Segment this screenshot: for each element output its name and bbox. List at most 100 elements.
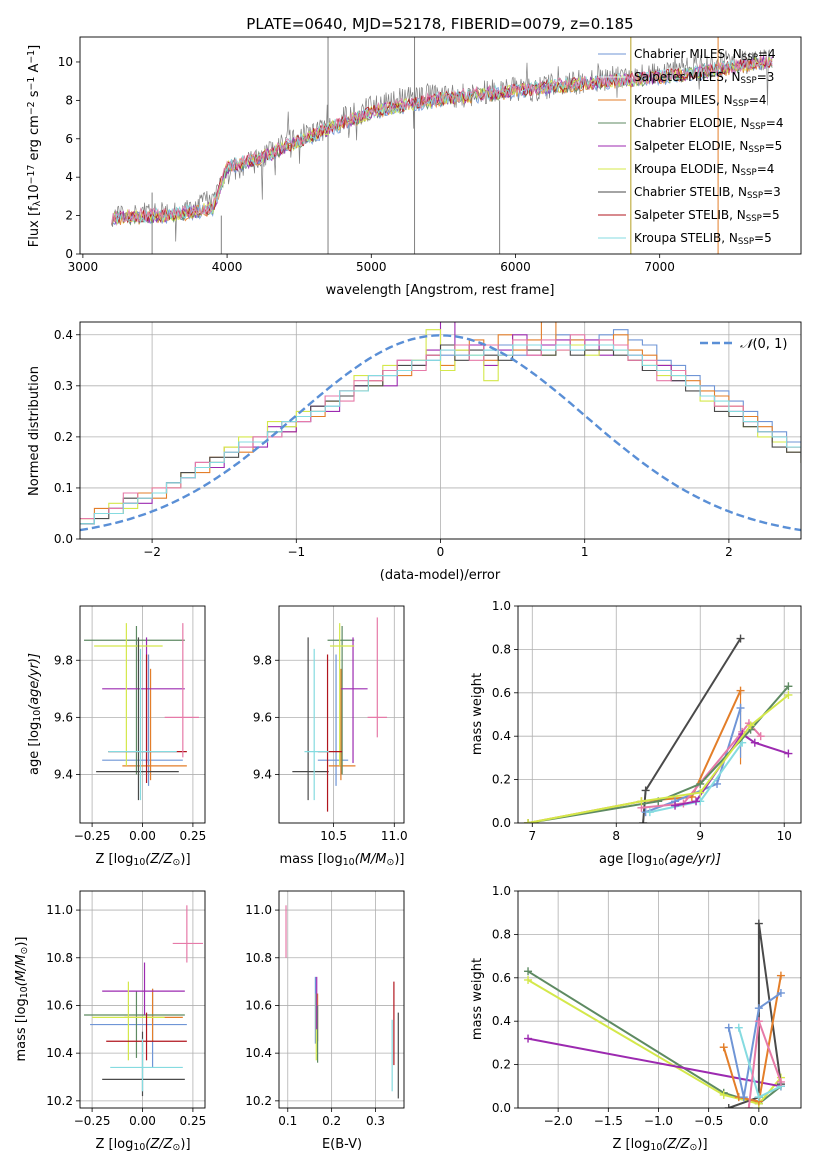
y-tick-label: 10.8 bbox=[245, 951, 272, 965]
y-tick-label: 2 bbox=[65, 209, 73, 223]
y-tick-label: 0.6 bbox=[492, 686, 511, 700]
label-part: =5 bbox=[765, 139, 783, 153]
x-tick-label: 10 bbox=[777, 829, 792, 843]
label-part: SSP bbox=[746, 214, 762, 224]
y-tick-label: 0.0 bbox=[492, 816, 511, 830]
axes-frame bbox=[79, 605, 206, 824]
label-part: Kroupa ELODIE, N bbox=[634, 162, 741, 176]
y-tick-label: 11.0 bbox=[46, 903, 73, 917]
label-part: Salpeter ELODIE, N bbox=[634, 139, 748, 153]
x-axis-label: Z [log10(Z/Z⊙)] bbox=[95, 1137, 190, 1153]
label-part: ] bbox=[27, 45, 42, 50]
spectrum-panel: 3000 4000 5000 6000 7000 0 2 4 6 8 10 wavelength [A… bbox=[26, 36, 802, 298]
y-tick-label: 9.8 bbox=[253, 653, 272, 667]
x-tick-label: 5000 bbox=[356, 260, 387, 274]
x-tick-label: −0.5 bbox=[694, 1114, 723, 1128]
y-tick-label: 10.2 bbox=[245, 1094, 272, 1108]
x-tick-label: 7000 bbox=[644, 260, 675, 274]
legend-label: Chabrier MILES, NSSP=4 bbox=[634, 47, 776, 63]
y-tick-label: 0.6 bbox=[492, 971, 511, 985]
x-axis-label: mass [log10(M/M⊙)] bbox=[280, 852, 405, 868]
x-axis-label: (data-model)/error bbox=[380, 568, 501, 583]
label-part: Z [log bbox=[95, 852, 133, 867]
y-axis-label: mass weight bbox=[470, 673, 485, 755]
label-part: 10 bbox=[32, 710, 43, 722]
label-part: (Z/Z bbox=[145, 852, 173, 867]
model-spectrum-line bbox=[111, 56, 773, 224]
label-part: −17 bbox=[26, 165, 37, 185]
label-part: s bbox=[27, 90, 42, 101]
label-part: Chabrier STELIB, N bbox=[634, 185, 747, 199]
x-axis-label: E(B-V) bbox=[322, 1137, 362, 1152]
label-part: Flux [f bbox=[27, 206, 42, 247]
x-tick-label: 0.3 bbox=[366, 1114, 385, 1128]
label-part: 10 bbox=[133, 1142, 145, 1153]
legend-label: Kroupa ELODIE, NSSP=4 bbox=[634, 162, 774, 178]
x-tick-label: 0.0 bbox=[749, 1114, 768, 1128]
label-part: ⊙ bbox=[173, 857, 181, 868]
label-part: 10 bbox=[19, 986, 30, 998]
y-tick-label: 0.2 bbox=[492, 1058, 511, 1072]
y-tick-label: 10.6 bbox=[46, 998, 73, 1012]
label-part: )] bbox=[14, 937, 29, 947]
y-tick-label: 10.8 bbox=[46, 951, 73, 965]
age-vs-mass-panel: 10.5 11.0 9.4 9.6 9.8 mass [log10(M/M⊙)] bbox=[253, 605, 408, 868]
x-axis-label: Z [log10(Z/Z⊙)] bbox=[612, 1137, 707, 1153]
x-tick-label: 0.00 bbox=[129, 829, 156, 843]
x-tick-label: 9 bbox=[696, 829, 704, 843]
histogram-step-line bbox=[80, 329, 801, 520]
x-tick-label: 4000 bbox=[212, 260, 243, 274]
histogram-step-line bbox=[80, 322, 801, 520]
x-tick-label: −1.0 bbox=[644, 1114, 673, 1128]
axes-frame bbox=[79, 36, 802, 255]
label-part: −2 bbox=[26, 101, 37, 115]
label-part: (age/yr)] bbox=[27, 653, 42, 710]
label-part: Z [log bbox=[612, 1137, 650, 1152]
y-tick-label: 0.0 bbox=[54, 532, 73, 546]
y-tick-label: 10 bbox=[58, 55, 73, 69]
label-part: ⊙ bbox=[173, 1142, 181, 1153]
label-part: =4 bbox=[766, 116, 784, 130]
label-part: =3 bbox=[763, 185, 781, 199]
x-tick-label: 7 bbox=[528, 829, 536, 843]
label-part: Salpeter MILES, N bbox=[634, 70, 741, 84]
label-part: ⊙ bbox=[690, 1142, 698, 1153]
mass-weight-line bbox=[527, 1037, 782, 1088]
y-tick-label: 9.6 bbox=[54, 710, 73, 724]
label-part: =4 bbox=[757, 162, 775, 176]
plot-area bbox=[84, 623, 199, 801]
label-part: SSP bbox=[733, 99, 749, 109]
label-part: 10 bbox=[343, 857, 355, 868]
label-part: 10 bbox=[652, 857, 664, 868]
y-tick-label: 0.1 bbox=[54, 481, 73, 495]
label-part: mass [log bbox=[280, 852, 343, 867]
label-part: mass [log bbox=[14, 998, 29, 1061]
label-part: (Z/Z bbox=[145, 1137, 173, 1152]
x-tick-label: 0.25 bbox=[180, 829, 207, 843]
label-part: 10 bbox=[27, 184, 42, 201]
y-axis-label: mass [log10(M/M⊙)] bbox=[14, 937, 30, 1062]
x-tick-label: 0.00 bbox=[129, 1114, 156, 1128]
y-tick-label: 4 bbox=[65, 170, 73, 184]
label-part: ⊙ bbox=[386, 857, 394, 868]
x-tick-label: 2 bbox=[725, 545, 733, 559]
label-part: Salpeter STELIB, N bbox=[634, 208, 746, 222]
y-tick-label: 0.4 bbox=[54, 328, 73, 342]
y-tick-label: 10.2 bbox=[46, 1094, 73, 1108]
axes-frame bbox=[278, 605, 405, 824]
x-tick-label: 10.5 bbox=[320, 829, 347, 843]
y-tick-label: 9.4 bbox=[253, 767, 272, 781]
mass-vs-ebv-panel: 0.1 0.2 0.3 10.2 10.4 10.6 10.8 11.0 E(B-V) bbox=[245, 890, 405, 1152]
label-part: Kroupa STELIB, N bbox=[634, 231, 738, 245]
y-tick-label: 0.2 bbox=[54, 430, 73, 444]
y-tick-label: 10.6 bbox=[245, 998, 272, 1012]
x-tick-label: −2 bbox=[143, 545, 161, 559]
plot-area bbox=[292, 617, 388, 812]
legend-label: Kroupa STELIB, NSSP=5 bbox=[634, 231, 772, 247]
histogram-step-line bbox=[80, 334, 801, 520]
legend-label: Salpeter ELODIE, NSSP=5 bbox=[634, 139, 782, 155]
y-tick-label: 6 bbox=[65, 132, 73, 146]
plot-area bbox=[524, 919, 785, 1108]
